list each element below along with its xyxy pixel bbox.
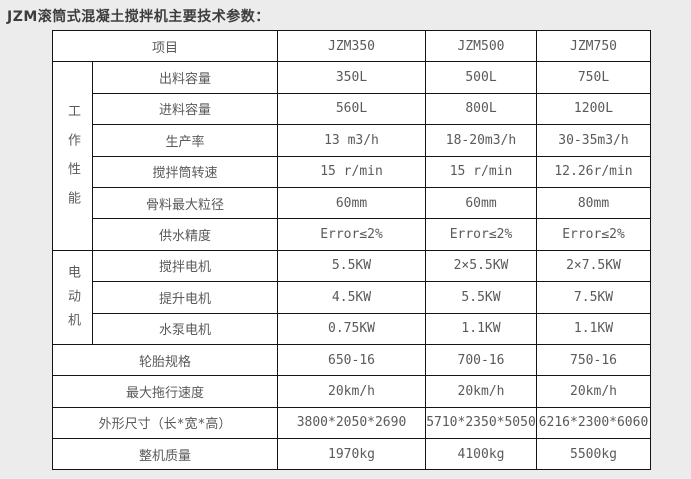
cell-value: 6216*2300*6060 — [536, 406, 651, 440]
cell-value: 1.1KW — [536, 312, 651, 345]
cell-value: 650-16 — [277, 343, 426, 377]
row-label: 轮胎规格 — [52, 343, 278, 377]
row-label: 生产率 — [92, 124, 278, 157]
cell-value: 1200L — [536, 92, 651, 126]
header-cell-model-jzm350: JZM350 — [277, 29, 426, 63]
cell-value: 15 r/min — [277, 155, 426, 188]
cell-value: 13 m3/h — [277, 124, 426, 157]
cell-value: 800L — [425, 92, 537, 126]
cell-value: 3800*2050*2690 — [277, 406, 426, 440]
cell-value: 5.5KW — [425, 281, 537, 314]
cell-value: 4.5KW — [277, 281, 426, 314]
group-cell-working-performance: 工作性能 — [52, 61, 93, 251]
group-label-working-performance: 工作性能 — [65, 104, 80, 221]
cell-value: Error≤2% — [425, 218, 537, 251]
cell-value: 4100kg — [425, 438, 537, 471]
header-cell-model-jzm750: JZM750 — [536, 29, 651, 63]
cell-value: 60mm — [425, 186, 537, 220]
table-row: 外形尺寸（长*宽*高） 3800*2050*2690 5710*2350*505… — [52, 406, 651, 440]
cell-value: 2×7.5KW — [536, 249, 651, 283]
cell-value: 750-16 — [536, 343, 651, 377]
table-row: 进料容量 560L 800L 1200L — [53, 92, 651, 126]
cell-value: 700-16 — [425, 343, 537, 377]
cell-value: 5710*2350*5050 — [425, 406, 537, 440]
cell-value: 2×5.5KW — [425, 249, 537, 283]
row-label: 进料容量 — [92, 92, 278, 126]
row-label: 搅拌电机 — [92, 249, 278, 283]
cell-value: 500L — [425, 61, 537, 94]
row-label: 外形尺寸（长*宽*高） — [52, 406, 278, 440]
header-cell-model-jzm500: JZM500 — [425, 29, 537, 63]
table-row: 生产率 13 m3/h 18-20m3/h 30-35m3/h — [53, 124, 651, 157]
row-label: 出料容量 — [92, 61, 278, 94]
cell-value: 12.26r/min — [536, 155, 651, 188]
cell-value: 20km/h — [536, 375, 651, 408]
table-header-row: 项目 JZM350 JZM500 JZM750 — [52, 29, 651, 63]
cell-value: Error≤2% — [536, 218, 651, 251]
cell-value: 60mm — [277, 186, 426, 220]
row-label: 骨料最大粒径 — [92, 186, 278, 220]
cell-value: 15 r/min — [425, 155, 537, 188]
table-row: 供水精度 Error≤2% Error≤2% Error≤2% — [53, 218, 651, 251]
cell-value: 350L — [277, 61, 426, 94]
row-label: 整机质量 — [52, 438, 278, 471]
cell-value: 30-35m3/h — [536, 124, 651, 157]
row-label: 搅拌筒转速 — [92, 155, 278, 188]
row-label: 供水精度 — [92, 218, 278, 251]
cell-value: 5500kg — [536, 438, 651, 471]
spec-table: 项目 JZM350 JZM500 JZM750 工作性能 出料容量 350L 5… — [52, 29, 651, 471]
page-title: JZM滚筒式混凝土搅拌机主要技术参数： — [7, 9, 270, 25]
cell-value: 0.75KW — [277, 312, 426, 345]
group-cell-electric-motor: 电动机 — [52, 249, 93, 345]
table-row: 提升电机 4.5KW 5.5KW 7.5KW — [53, 281, 651, 314]
table-row: 工作性能 出料容量 350L 500L 750L — [52, 61, 651, 251]
cell-value: Error≤2% — [277, 218, 426, 251]
cell-value: 20km/h — [425, 375, 537, 408]
cell-value: 560L — [277, 92, 426, 126]
table-row: 搅拌筒转速 15 r/min 15 r/min 12.26r/min — [53, 155, 651, 188]
cell-value: 7.5KW — [536, 281, 651, 314]
row-label: 水泵电机 — [92, 312, 278, 345]
row-label: 提升电机 — [92, 281, 278, 314]
table-row: 骨料最大粒径 60mm 60mm 80mm — [53, 186, 651, 220]
cell-value: 5.5KW — [277, 249, 426, 283]
cell-value: 1970kg — [277, 438, 426, 471]
table-row: 整机质量 1970kg 4100kg 5500kg — [52, 438, 651, 471]
cell-value: 1.1KW — [425, 312, 537, 345]
table-row: 水泵电机 0.75KW 1.1KW 1.1KW — [53, 312, 651, 345]
cell-value: 80mm — [536, 186, 651, 220]
table-row: 最大拖行速度 20km/h 20km/h 20km/h — [52, 375, 651, 408]
cell-value: 20km/h — [277, 375, 426, 408]
table-row: 电动机 搅拌电机 5.5KW 2×5.5KW 2×7.5KW — [52, 249, 651, 345]
row-label: 最大拖行速度 — [52, 375, 278, 408]
table-row: 轮胎规格 650-16 700-16 750-16 — [52, 343, 651, 377]
cell-value: 18-20m3/h — [425, 124, 537, 157]
header-cell-item: 项目 — [52, 29, 278, 63]
group-label-electric-motor: 电动机 — [65, 264, 80, 337]
cell-value: 750L — [536, 61, 651, 94]
